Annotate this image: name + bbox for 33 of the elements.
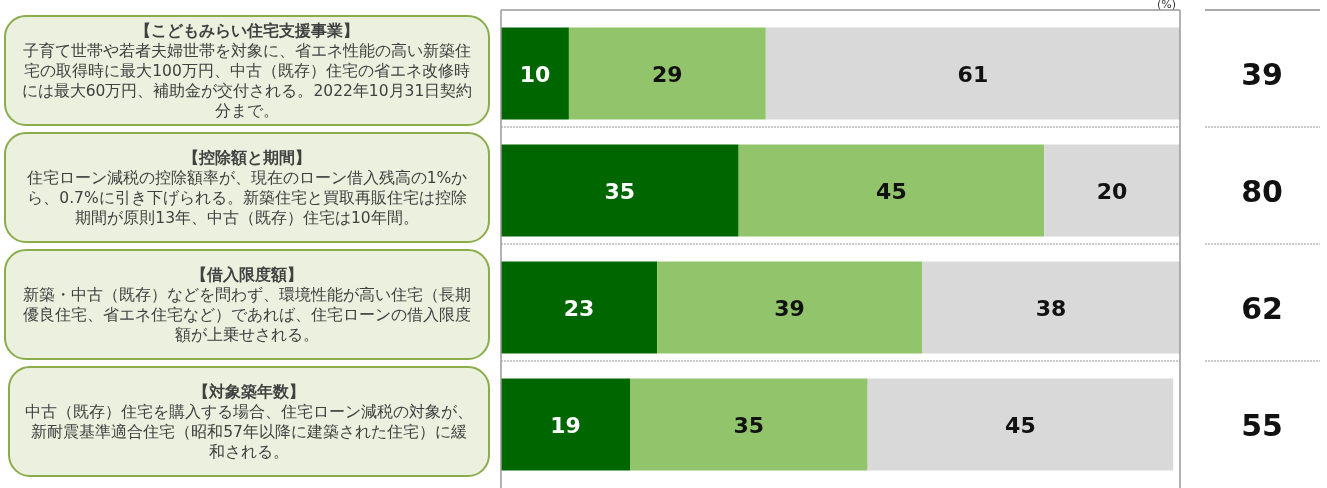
y-tick-label: 【借入限度額】新築・中古（既存）などを問わず、環境性能が高い住宅（長期優良住宅、省エネ住宅など）であれば、住宅ローンの借入限度額が上乗せされる。 <box>22 264 472 345</box>
bar <box>738 144 1045 237</box>
data-label: 23 <box>563 295 595 321</box>
data-label: 39 <box>774 295 805 321</box>
data-label: 35 <box>733 412 765 438</box>
bar <box>501 144 739 237</box>
data-label: 38 <box>1035 295 1067 321</box>
bar <box>867 378 1174 471</box>
bar <box>657 261 922 354</box>
bar <box>921 261 1180 354</box>
bar <box>501 261 658 354</box>
data-label: 19 <box>550 412 581 438</box>
data-label: 45 <box>876 178 907 204</box>
data-label: 20 <box>1096 178 1128 204</box>
y-tick-label: 【対象築年数】中古（既存）住宅を購入する場合、住宅ローン減税の対象が、新耐震基準適合住宅（昭和57年以降に建築された住宅）に緩和される。 <box>24 381 474 462</box>
data-label: 35 <box>604 178 636 204</box>
bar <box>501 27 569 120</box>
data-label: 45 <box>1005 412 1036 438</box>
y-tick-label: 【こどもみらい住宅支援事業】子育て世帯や若者夫婦世帯を対象に、省エネ性能の高い新築住宅の取得時に最大100万円、中古（既存）住宅の省エネ改修時には最大60万円、補助金が交付される。2022年10月31日契約分まで。 <box>20 20 474 121</box>
bar <box>568 27 766 120</box>
data-label: 29 <box>652 61 683 87</box>
data-label: 61 <box>957 61 989 87</box>
text: 62 <box>1241 290 1283 326</box>
y-tick-label: 【控除額と期間】住宅ローン減税の控除額率が、現在のローン借入残高の1%から、0.7%に引き下げられる。新築住宅と買取再販住宅は控除期間が原則13年、中古（既存）住宅は10年間。 <box>25 147 469 228</box>
bar <box>501 378 631 471</box>
text: 80 <box>1241 173 1283 209</box>
bar <box>765 27 1180 120</box>
bar <box>1044 144 1180 237</box>
bar <box>630 378 868 471</box>
text: 55 <box>1241 407 1283 443</box>
data-label: 10 <box>519 61 551 87</box>
annotation: (%) <box>1156 0 1176 11</box>
text: 39 <box>1241 56 1283 92</box>
